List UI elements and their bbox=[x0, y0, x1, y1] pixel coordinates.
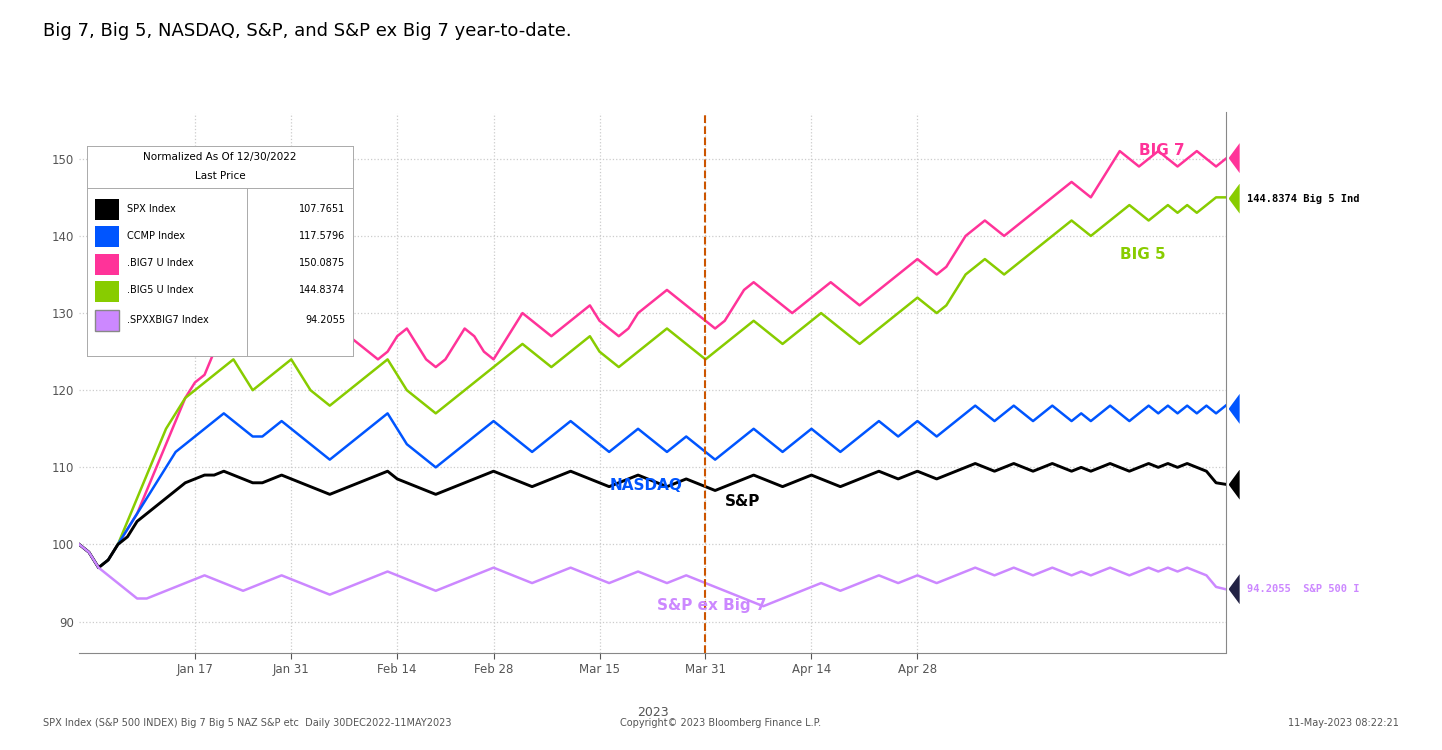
Text: Copyright© 2023 Bloomberg Finance L.P.: Copyright© 2023 Bloomberg Finance L.P. bbox=[620, 718, 822, 728]
Text: 11-May-2023 08:22:21: 11-May-2023 08:22:21 bbox=[1288, 718, 1399, 728]
Text: Normalized As Of 12/30/2022: Normalized As Of 12/30/2022 bbox=[143, 152, 297, 162]
Text: Big 7, Big 5, NASDAQ, S&P, and S&P ex Big 7 year-to-date.: Big 7, Big 5, NASDAQ, S&P, and S&P ex Bi… bbox=[43, 22, 572, 40]
Text: 117.5796: 117.5796 bbox=[298, 231, 345, 241]
Bar bbox=[95, 254, 118, 274]
Bar bbox=[95, 281, 118, 302]
Text: BIG 7: BIG 7 bbox=[1139, 143, 1185, 158]
Text: 94.2055: 94.2055 bbox=[306, 315, 345, 325]
Bar bbox=[95, 310, 118, 332]
Text: Last Price: Last Price bbox=[195, 171, 245, 181]
Polygon shape bbox=[1229, 143, 1240, 173]
Polygon shape bbox=[1229, 394, 1240, 424]
Text: S&P: S&P bbox=[725, 494, 760, 509]
Text: 150.0875 Big 7 NAS: 150.0875 Big 7 NAS bbox=[1247, 153, 1360, 164]
Text: 2023: 2023 bbox=[637, 706, 668, 719]
Text: .BIG7 U Index: .BIG7 U Index bbox=[127, 258, 193, 268]
Text: S&P ex Big 7: S&P ex Big 7 bbox=[658, 598, 767, 613]
Text: 94.2055  S&P 500 I: 94.2055 S&P 500 I bbox=[1247, 584, 1360, 594]
Text: 117.5796 NASDAQ Co: 117.5796 NASDAQ Co bbox=[1247, 404, 1360, 414]
Text: SPX Index: SPX Index bbox=[127, 203, 176, 214]
Polygon shape bbox=[1229, 574, 1240, 604]
Text: SPX Index (S&P 500 INDEX) Big 7 Big 5 NAZ S&P etc  Daily 30DEC2022-11MAY2023: SPX Index (S&P 500 INDEX) Big 7 Big 5 NA… bbox=[43, 718, 451, 728]
Text: .BIG5 U Index: .BIG5 U Index bbox=[127, 286, 193, 296]
Text: 144.8374 Big 5 Ind: 144.8374 Big 5 Ind bbox=[1247, 194, 1360, 204]
Text: CCMP Index: CCMP Index bbox=[127, 231, 185, 241]
Text: BIG 5: BIG 5 bbox=[1120, 247, 1165, 262]
Bar bbox=[95, 199, 118, 220]
Text: 107.7651 S&P 500 I: 107.7651 S&P 500 I bbox=[1247, 479, 1360, 490]
Text: 107.7651: 107.7651 bbox=[298, 203, 345, 214]
Text: 144.8374: 144.8374 bbox=[300, 286, 345, 296]
Polygon shape bbox=[1229, 184, 1240, 214]
Bar bbox=[95, 226, 118, 248]
Text: NASDAQ: NASDAQ bbox=[609, 478, 682, 494]
Text: 150.0875: 150.0875 bbox=[298, 258, 345, 268]
Polygon shape bbox=[1229, 470, 1240, 500]
Text: .SPXXBIG7 Index: .SPXXBIG7 Index bbox=[127, 315, 208, 325]
